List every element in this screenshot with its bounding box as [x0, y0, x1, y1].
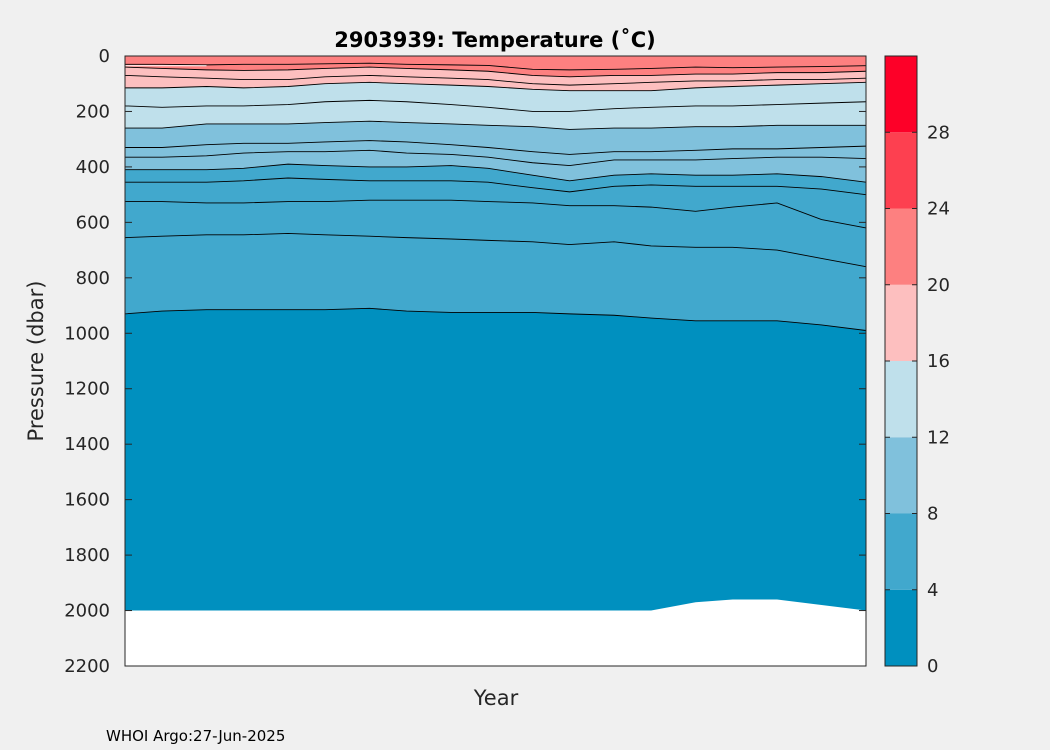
x-axis-label: Year — [473, 686, 519, 710]
contour-line-4 — [124, 99, 867, 112]
y-tick-label: 800 — [76, 268, 110, 289]
contour-line-1 — [124, 66, 867, 78]
y-tick-label: 1800 — [64, 545, 110, 566]
footer-credit: WHOI Argo:27-Jun-2025 — [106, 727, 285, 745]
contour-line-12 — [124, 307, 867, 331]
contour-line-5 — [125, 120, 866, 130]
y-tick-label: 600 — [76, 212, 110, 233]
colorbar-band-0 — [885, 589, 917, 666]
colorbar-band-5 — [885, 208, 917, 285]
colorbar: 0 4 8 12 16 20 24 28 — [884, 55, 950, 677]
y-tick-label: 1200 — [64, 379, 110, 400]
contour-line-8 — [125, 163, 867, 183]
contour-line-2 — [124, 74, 867, 86]
colorbar-tick-label: 24 — [927, 199, 950, 220]
y-tick-label: 200 — [76, 101, 110, 122]
colorbar-tick-label: 28 — [927, 122, 950, 143]
colorbar-tick-label: 12 — [927, 427, 950, 448]
colorbar-band-1 — [885, 513, 917, 590]
y-tick-label: 1400 — [64, 434, 110, 455]
chart-title: 2903939: Temperature (˚C) — [334, 28, 655, 52]
temperature-band-5 — [125, 308, 866, 666]
contour-line-10 — [125, 199, 867, 229]
y-tick-label: 400 — [76, 157, 110, 178]
contour-line-11 — [124, 233, 867, 268]
y-tick-label: 2000 — [64, 601, 110, 622]
contour-line-0 — [125, 62, 867, 71]
contour-line-6 — [125, 140, 867, 155]
colorbar-tick-label: 4 — [927, 580, 938, 601]
colorbar-band-4 — [885, 284, 917, 361]
temperature-band-6 — [125, 599, 866, 666]
colorbar-band-2 — [885, 437, 917, 514]
contour-line-3 — [125, 81, 867, 92]
colorbar-band-6 — [885, 132, 917, 209]
y-tick-label: 0 — [99, 46, 110, 67]
contour-line-9 — [125, 177, 867, 196]
colorbar-band-3 — [885, 361, 917, 438]
y-tick-label: 1600 — [64, 490, 110, 511]
plot-frame — [124, 55, 867, 667]
plot-area: 0 200 400 600 800 1000 1200 1400 1600 1800 2000 220… — [64, 46, 867, 677]
colorbar-tick-label: 20 — [927, 275, 950, 296]
colorbar-tick-label: 16 — [927, 351, 950, 372]
contour-line-7 — [125, 149, 867, 166]
y-tick-label: 1000 — [64, 323, 110, 344]
colorbar-band-7 — [885, 56, 917, 133]
y-tick-label: 2200 — [64, 656, 110, 677]
colorbar-tick-label: 0 — [927, 656, 938, 677]
colorbar-tick-label: 8 — [927, 504, 938, 525]
y-axis-label: Pressure (dbar) — [24, 281, 48, 442]
